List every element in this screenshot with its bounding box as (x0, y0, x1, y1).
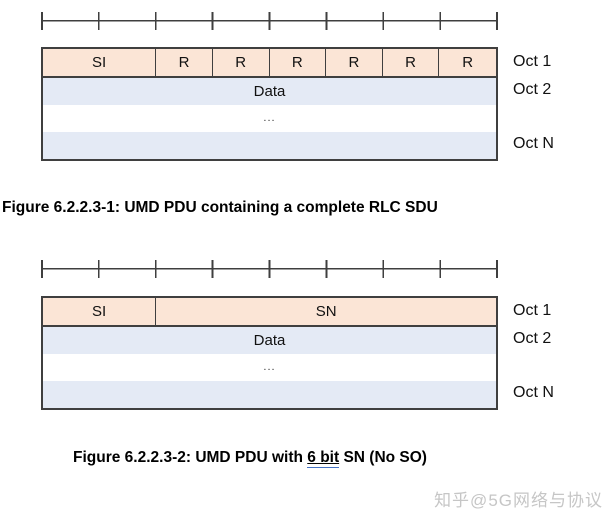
octet-label-2: Oct 2 (513, 330, 552, 347)
bit-scale-ruler (41, 12, 498, 30)
data-field-row: Data (43, 327, 496, 354)
bit-scale-ruler (41, 260, 498, 278)
octet-row-1: SI R R R R R R (43, 49, 496, 78)
field-cell-si: SI (43, 49, 157, 76)
octet-label-spacer (513, 103, 603, 130)
field-cell-r: R (270, 49, 327, 76)
octet-row-n (43, 132, 496, 159)
octet-row-1: SI SN (43, 298, 496, 327)
figure1-caption: Figure 6.2.2.3-1: UMD PDU containing a c… (2, 199, 438, 216)
octet-label-2: Oct 2 (513, 81, 552, 98)
octet-labels: Oct 1 Oct 2 Oct N (513, 296, 603, 406)
pdu-structure-table: SI R R R R R R Data ... (41, 47, 498, 161)
field-cell-r: R (156, 49, 213, 76)
figure2-caption-suffix: SN (No SO) (339, 449, 427, 466)
field-cell-r: R (326, 49, 383, 76)
octet-row-n (43, 381, 496, 408)
field-cell-si: SI (43, 298, 157, 325)
figure-umd-pdu-complete-rlc-sdu: SI R R R R R R Data ... Oct 1 Oct 2 Oct N Figu… (0, 0, 607, 230)
field-cell-sn: SN (315, 303, 337, 320)
ellipsis-row: ... (43, 354, 496, 381)
octet-label-1: Oct 1 (513, 53, 552, 70)
field-cell-r: R (383, 49, 440, 76)
data-field-row: Data (43, 78, 496, 105)
field-cell-r: R (462, 54, 474, 71)
zhihu-watermark: 知乎@5G网络与协议 (434, 491, 603, 510)
octet-labels: Oct 1 Oct 2 Oct N (513, 47, 603, 157)
field-cell-r: R (213, 49, 270, 76)
octet-label-1: Oct 1 (513, 302, 552, 319)
octet-label-n: Oct N (513, 135, 554, 152)
octet-label-spacer (513, 352, 603, 379)
figure2-caption-underlined: 6 bit (307, 449, 340, 468)
octet-label-n: Oct N (513, 384, 554, 401)
figure2-caption-prefix: Figure 6.2.2.3-2: UMD PDU with (73, 449, 308, 466)
ellipsis-row: ... (43, 105, 496, 132)
figure2-caption: Figure 6.2.2.3-2: UMD PDU with 6 bit SN … (0, 449, 500, 468)
figure-umd-pdu-6bit-sn: SI SN Data ... Oct 1 Oct 2 Oct N Figure 6… (0, 248, 607, 488)
pdu-structure-table: SI SN Data ... (41, 296, 498, 410)
